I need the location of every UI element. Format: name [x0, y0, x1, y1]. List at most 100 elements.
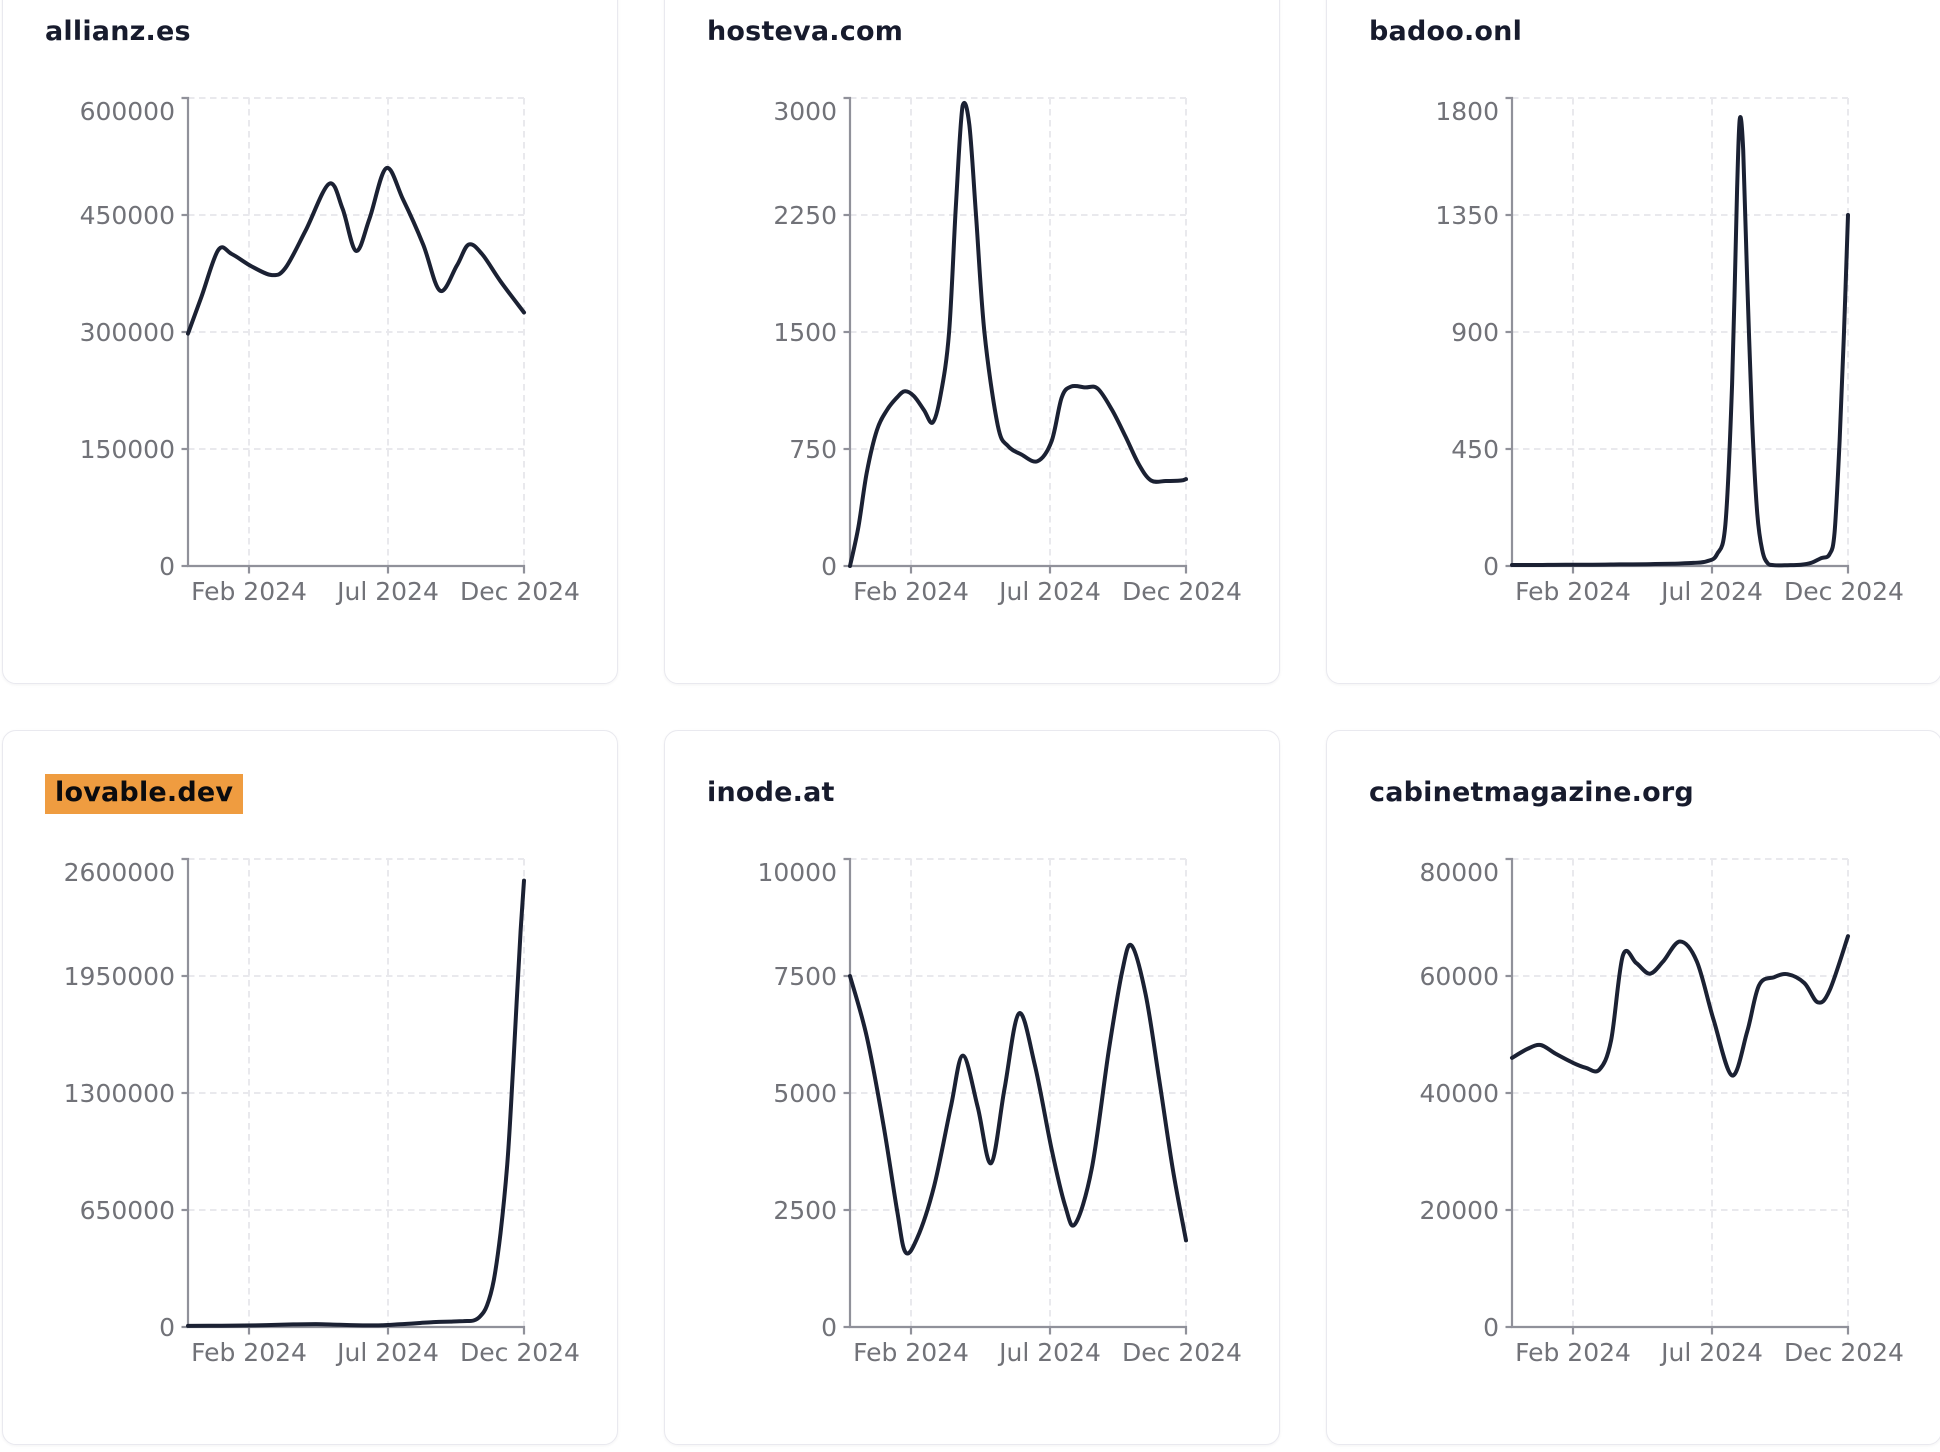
x-tick-label: Jul 2024	[1659, 577, 1763, 606]
chart-card-allianz.es: allianz.es 600000 450000 300000 150000 0 Feb 2…	[2, 0, 618, 684]
line-chart: 1800 1350 900 450 0 Feb 2024 Jul 2024 Dec 2024	[1435, 96, 1904, 606]
chart-card-cabinetmagazine.org: cabinetmagazine.org 80000 60000 40000 20000 0…	[1326, 730, 1940, 1445]
axes	[1505, 857, 1850, 1335]
y-tick-label: 40000	[1419, 1079, 1499, 1108]
y-tick-label: 600000	[80, 97, 175, 126]
line-chart: 600000 450000 300000 150000 0 Feb 2024 Jul 202…	[80, 96, 580, 606]
line-chart: 2600000 1950000 1300000 650000 0 Feb 2024 Jul …	[64, 857, 580, 1367]
y-axis-labels: 3000 2250 1500 750 0	[773, 97, 837, 581]
chart-title: allianz.es	[45, 16, 191, 47]
chart-card-badoo.onl: badoo.onl 1800 1350 900 450 0 Feb 2024 Jul 2024…	[1326, 0, 1940, 684]
y-tick-label: 650000	[80, 1196, 175, 1225]
y-tick-label: 150000	[80, 435, 175, 464]
y-tick-label: 1350	[1435, 201, 1499, 230]
y-tick-label: 0	[1483, 552, 1499, 581]
y-tick-label: 2500	[773, 1196, 837, 1225]
x-tick-label: Feb 2024	[1515, 1338, 1631, 1367]
x-tick-label: Dec 2024	[1122, 577, 1242, 606]
axes	[843, 96, 1188, 574]
gridlines	[850, 97, 1187, 566]
y-tick-label: 1500	[773, 318, 837, 347]
axis-frame	[181, 96, 526, 574]
y-tick-label: 0	[159, 1313, 175, 1342]
y-tick-label: 0	[821, 552, 837, 581]
x-tick-label: Jul 2024	[1659, 1338, 1763, 1367]
chart-title-text: badoo.onl	[1369, 16, 1523, 47]
gridlines	[1512, 858, 1849, 1327]
axes	[181, 96, 526, 574]
line-chart: 3000 2250 1500 750 0 Feb 2024 Jul 2024 Dec 2024	[773, 96, 1242, 606]
y-axis-labels: 600000 450000 300000 150000 0	[80, 97, 175, 581]
chart-card-hosteva.com: hosteva.com 3000 2250 1500 750 0 Feb 2024 Jul 2…	[664, 0, 1280, 684]
x-tick-label: Feb 2024	[853, 577, 969, 606]
y-axis-labels: 80000 60000 40000 20000 0	[1419, 858, 1499, 1342]
y-tick-label: 1950000	[64, 962, 175, 991]
x-tick-label: Jul 2024	[335, 577, 439, 606]
gridlines	[188, 97, 525, 566]
axis-frame	[843, 96, 1188, 574]
axes	[1505, 96, 1850, 574]
y-tick-label: 80000	[1419, 858, 1499, 887]
x-tick-label: Dec 2024	[460, 1338, 580, 1367]
chart-title: lovable.dev	[45, 774, 244, 814]
x-tick-label: Feb 2024	[1515, 577, 1631, 606]
y-tick-label: 900	[1451, 318, 1499, 347]
x-axis-labels: Feb 2024 Jul 2024 Dec 2024	[191, 577, 580, 606]
x-tick-label: Feb 2024	[191, 577, 307, 606]
y-tick-label: 1300000	[64, 1079, 175, 1108]
axis-frame	[1505, 96, 1850, 574]
y-axis-labels: 10000 7500 5000 2500 0	[757, 858, 837, 1342]
y-tick-label: 1800	[1435, 97, 1499, 126]
gridlines	[188, 858, 525, 1327]
y-tick-label: 750	[789, 435, 837, 464]
y-tick-label: 450	[1451, 435, 1499, 464]
y-tick-label: 300000	[80, 318, 175, 347]
y-tick-label: 2250	[773, 201, 837, 230]
y-tick-label: 7500	[773, 962, 837, 991]
y-tick-label: 20000	[1419, 1196, 1499, 1225]
x-tick-label: Jul 2024	[997, 577, 1101, 606]
x-tick-label: Jul 2024	[997, 1338, 1101, 1367]
y-axis-labels: 1800 1350 900 450 0	[1435, 97, 1499, 581]
chart-title-text: cabinetmagazine.org	[1369, 777, 1694, 808]
y-tick-label: 2600000	[64, 858, 175, 887]
series-line	[186, 878, 526, 1328]
x-tick-label: Feb 2024	[191, 1338, 307, 1367]
line-chart: 10000 7500 5000 2500 0 Feb 2024 Jul 2024 Dec 20…	[757, 857, 1242, 1367]
axis-frame	[843, 857, 1188, 1335]
chart-title-text: lovable.dev	[45, 774, 244, 814]
chart-title-text: hosteva.com	[707, 16, 904, 47]
chart-card-lovable.dev: lovable.dev 2600000 1950000 1300000 650000 0 F…	[2, 730, 618, 1445]
chart-title: hosteva.com	[707, 16, 903, 47]
x-axis-labels: Feb 2024 Jul 2024 Dec 2024	[1515, 577, 1904, 606]
series-line	[848, 100, 1188, 568]
line-chart: 80000 60000 40000 20000 0 Feb 2024 Jul 2024 Dec…	[1419, 857, 1904, 1367]
axis-frame	[181, 857, 526, 1335]
y-tick-label: 60000	[1419, 962, 1499, 991]
x-tick-label: Feb 2024	[853, 1338, 969, 1367]
chart-title: cabinetmagazine.org	[1369, 777, 1694, 808]
gridlines	[850, 858, 1187, 1327]
x-axis-labels: Feb 2024 Jul 2024 Dec 2024	[1515, 1338, 1904, 1367]
y-tick-label: 0	[159, 552, 175, 581]
x-axis-labels: Feb 2024 Jul 2024 Dec 2024	[191, 1338, 580, 1367]
y-tick-label: 0	[1483, 1313, 1499, 1342]
axes	[181, 857, 526, 1335]
y-tick-label: 10000	[757, 858, 837, 887]
y-tick-label: 450000	[80, 201, 175, 230]
x-tick-label: Dec 2024	[460, 577, 580, 606]
axes	[843, 857, 1188, 1335]
x-axis-labels: Feb 2024 Jul 2024 Dec 2024	[853, 1338, 1242, 1367]
chart-title-text: allianz.es	[45, 16, 191, 47]
x-tick-label: Dec 2024	[1122, 1338, 1242, 1367]
x-tick-label: Dec 2024	[1784, 577, 1904, 606]
series-line	[1510, 115, 1850, 568]
series-line	[848, 942, 1188, 1256]
y-axis-labels: 2600000 1950000 1300000 650000 0	[64, 858, 175, 1342]
y-tick-label: 3000	[773, 97, 837, 126]
chart-card-inode.at: inode.at 10000 7500 5000 2500 0 Feb 2024 Jul 20…	[664, 730, 1280, 1445]
x-tick-label: Jul 2024	[335, 1338, 439, 1367]
y-tick-label: 0	[821, 1313, 837, 1342]
axis-frame	[1505, 857, 1850, 1335]
